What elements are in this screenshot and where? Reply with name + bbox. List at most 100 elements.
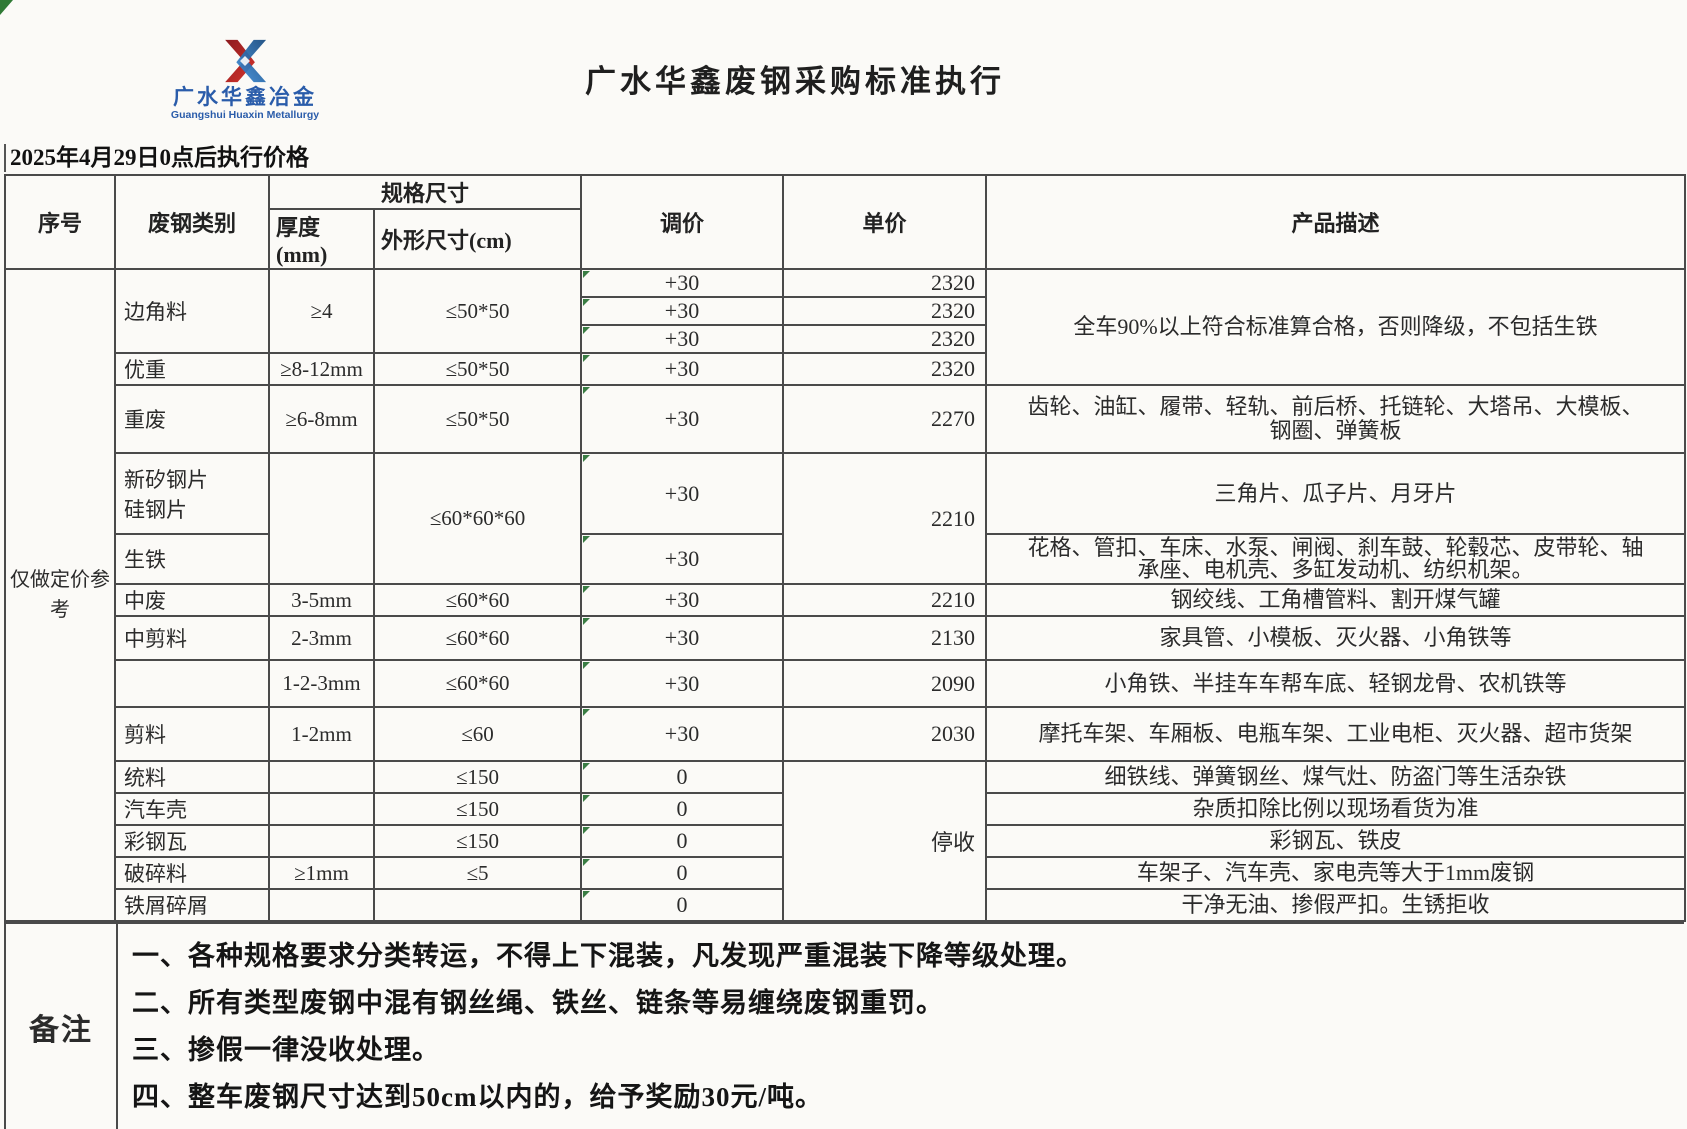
adjust-cell: +30	[580, 583, 785, 617]
table-row: 铁屑碎屑 0 干净无油、掺假严扣。生锈拒收	[5, 888, 1687, 922]
size-cell: ≤60*60	[372, 615, 583, 661]
price-cell: 2320	[782, 268, 988, 298]
adjust-cell: 0	[580, 792, 785, 826]
thickness-cell: 1-2-3mm	[268, 659, 375, 708]
header-thickness: 厚度(mm)	[268, 208, 375, 270]
header-description: 产品描述	[985, 174, 1687, 270]
category-line: 新矽钢片	[124, 467, 208, 492]
header-size: 外形尺寸(cm)	[372, 208, 583, 270]
table-row: 新矽钢片 硅钢片 ≤60*60*60 +30 2210 三角片、瓜子片、月牙片	[5, 452, 1687, 585]
thickness-cell: ≥8-12mm	[268, 352, 375, 386]
adjust-cell: +30	[580, 533, 785, 585]
size-cell: ≤60	[372, 706, 583, 762]
category-cell: 中剪料	[114, 615, 270, 661]
table-row: 1-2-3mm ≤60*60 +30 2090 小角铁、半挂车车帮车底、轻钢龙骨…	[5, 659, 1687, 708]
adjust-cell: +30	[580, 706, 785, 762]
table-row: +30 2320	[5, 324, 1685, 354]
header-serial: 序号	[4, 174, 116, 270]
price-cell: 2320	[782, 296, 988, 326]
adjust-cell: +30	[580, 384, 785, 454]
thickness-cell: ≥6-8mm	[268, 384, 375, 454]
remarks-body: 一、各种规格要求分类转运，不得上下混装，凡发现严重混装下降等级处理。 二、所有类…	[118, 924, 1684, 1129]
category-cell: 新矽钢片 硅钢片	[114, 452, 270, 535]
description-cell: 三角片、瓜子片、月牙片	[985, 452, 1687, 535]
category-cell: 汽车壳	[114, 792, 270, 826]
size-cell	[372, 888, 583, 922]
thickness-cell	[268, 792, 375, 826]
adjust-cell: +30	[580, 615, 785, 661]
category-cell: 破碎料	[114, 856, 270, 890]
adjust-cell: +30	[580, 324, 785, 354]
description-cell: 摩托车架、车厢板、电瓶车架、工业电柜、灭火器、超市货架	[985, 706, 1687, 762]
description-cell: 全车90%以上符合标准算合格，否则降级，不包括生铁	[985, 268, 1687, 386]
remarks-label: 备注	[6, 924, 118, 1129]
description-cell: 花格、管扣、车床、水泵、闸阀、刹车鼓、轮毂芯、皮带轮、轴承座、电机壳、多缸发动机…	[985, 533, 1687, 585]
adjust-cell: 0	[580, 856, 785, 890]
table-row: 剪料 1-2mm ≤60 +30 2030 摩托车架、车厢板、电瓶车架、工业电柜…	[5, 706, 1687, 762]
price-table: 序号 废钢类别 规格尺寸 调价 单价 产品描述 厚度(mm) 外形尺寸(cm) …	[4, 174, 1687, 922]
price-stopped-cell: 停收	[782, 760, 988, 922]
category-cell: 生铁	[114, 533, 270, 585]
category-cell: 边角料	[114, 268, 270, 354]
table-row: 优重 ≥8-12mm ≤50*50 +30 2320	[5, 352, 1685, 386]
category-cell: 彩钢瓦	[114, 824, 270, 858]
description-cell: 齿轮、油缸、履带、轻轨、前后桥、托链轮、大塔吊、大模板、钢圈、弹簧板	[985, 384, 1687, 454]
serial-note-cell: 仅做定价参考	[4, 268, 116, 922]
size-cell: ≤150	[372, 824, 583, 858]
price-cell: 2210	[782, 583, 988, 617]
thickness-cell: ≥4	[268, 268, 375, 354]
category-cell: 优重	[114, 352, 270, 386]
size-cell: ≤60*60*60	[372, 452, 583, 585]
logo-company-name-en: Guangshui Huaxin Metallurgy	[170, 109, 320, 122]
description-cell: 小角铁、半挂车车帮车底、轻钢龙骨、农机铁等	[985, 659, 1687, 708]
adjust-cell: +30	[580, 659, 785, 708]
logo-company-name-cn: 广水华鑫冶金	[173, 86, 317, 109]
remark-item: 一、各种规格要求分类转运，不得上下混装，凡发现严重混装下降等级处理。	[132, 941, 1084, 971]
size-cell: ≤5	[372, 856, 583, 890]
category-cell: 中废	[114, 583, 270, 617]
remark-item: 二、所有类型废钢中混有钢丝绳、铁丝、链条等易缠绕废钢重罚。	[132, 988, 944, 1018]
size-cell: ≤50*50	[372, 384, 583, 454]
category-cell: 铁屑碎屑	[114, 888, 270, 922]
description-cell: 杂质扣除比例以现场看货为准	[985, 792, 1687, 826]
table-row: 破碎料 ≥1mm ≤5 0 车架子、汽车壳、家电壳等大于1mm废钢	[5, 856, 1687, 890]
thickness-cell	[268, 888, 375, 922]
header-adjust: 调价	[580, 174, 785, 270]
price-cell: 2090	[782, 659, 988, 708]
size-cell: ≤60*60	[372, 583, 583, 617]
table-row: 统料 ≤150 0 停收 细铁线、弹簧钢丝、煤气灶、防盗门等生活杂铁	[5, 760, 1687, 922]
thickness-cell: 2-3mm	[268, 615, 375, 661]
size-cell: ≤60*60	[372, 659, 583, 708]
description-cell: 细铁线、弹簧钢丝、煤气灶、防盗门等生活杂铁	[985, 760, 1687, 794]
price-cell: 2030	[782, 706, 988, 762]
green-corner-mark	[0, 0, 13, 15]
price-sheet: 序号 废钢类别 规格尺寸 调价 单价 产品描述 厚度(mm) 外形尺寸(cm) …	[4, 174, 1687, 1129]
header-category: 废钢类别	[114, 174, 270, 270]
size-cell: ≤150	[372, 792, 583, 826]
size-cell: ≤50*50	[372, 352, 583, 386]
thickness-cell: 3-5mm	[268, 583, 375, 617]
description-cell: 彩钢瓦、铁皮	[985, 824, 1687, 858]
description-cell: 家具管、小模板、灭火器、小角铁等	[985, 615, 1687, 661]
category-cell: 统料	[114, 760, 270, 794]
adjust-cell: 0	[580, 760, 785, 794]
adjust-cell: +30	[580, 296, 785, 326]
table-row: 重废 ≥6-8mm ≤50*50 +30 2270 齿轮、油缸、履带、轻轨、前后…	[5, 384, 1687, 454]
table-row: 仅做定价参考 边角料 ≥4 ≤50*50 +30 2320 全车90%以上符合标…	[4, 268, 1687, 922]
size-cell: ≤50*50	[372, 268, 583, 354]
price-cell: 2320	[782, 352, 988, 386]
adjust-cell: +30	[580, 352, 785, 386]
table-row: +30 2320	[5, 296, 1685, 326]
description-cell: 车架子、汽车壳、家电壳等大于1mm废钢	[985, 856, 1687, 890]
price-cell: 2270	[782, 384, 988, 454]
logo-x-icon	[225, 39, 267, 83]
size-cell: ≤150	[372, 760, 583, 794]
table-row: 汽车壳 ≤150 0 杂质扣除比例以现场看货为准	[5, 792, 1687, 826]
price-cell: 2130	[782, 615, 988, 661]
remark-item: 四、整车废钢尺寸达到50cm以内的，给予奖励30元/吨。	[132, 1082, 823, 1112]
thickness-cell	[268, 760, 375, 794]
table-row: 中剪料 2-3mm ≤60*60 +30 2130 家具管、小模板、灭火器、小角…	[5, 615, 1687, 661]
description-cell: 干净无油、掺假严扣。生锈拒收	[985, 888, 1687, 922]
table-row: 中废 3-5mm ≤60*60 +30 2210 钢绞线、工角槽管料、割开煤气罐	[5, 583, 1687, 617]
category-line: 硅钢片	[124, 497, 187, 522]
